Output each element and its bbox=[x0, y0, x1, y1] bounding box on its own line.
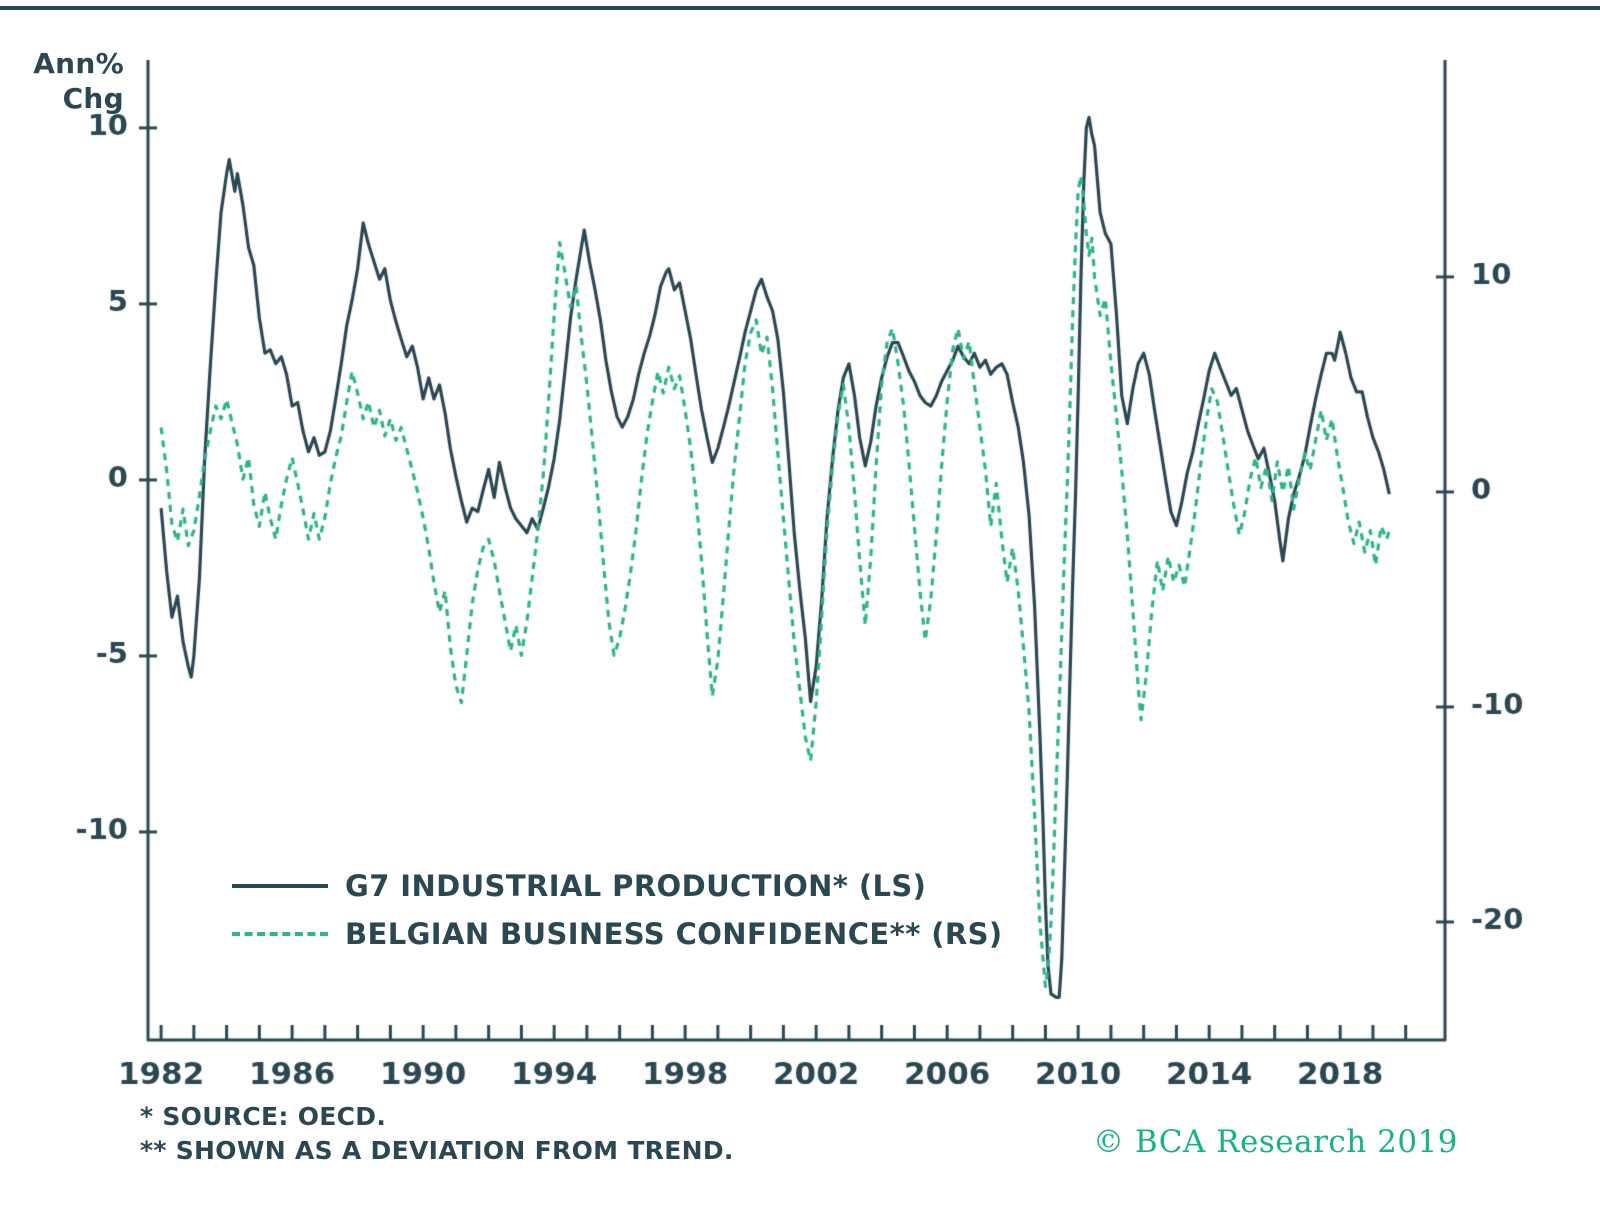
footnote-deviation: ** SHOWN AS A DEVIATION FROM TREND. bbox=[140, 1136, 734, 1165]
g7-solid-line-swatch bbox=[232, 884, 328, 888]
left-axis-title-line2: Chg bbox=[62, 82, 124, 115]
legend-label-g7: G7 INDUSTRIAL PRODUCTION* (LS) bbox=[345, 869, 927, 903]
left-axis-title: Ann% Chg bbox=[26, 46, 124, 116]
legend-item-belgian: BELGIAN BUSINESS CONFIDENCE** (RS) bbox=[232, 914, 1003, 954]
legend: G7 INDUSTRIAL PRODUCTION* (LS) BELGIAN B… bbox=[232, 866, 1003, 954]
footnotes: * SOURCE: OECD. ** SHOWN AS A DEVIATION … bbox=[140, 1100, 734, 1168]
belgian-dashed-line-swatch bbox=[232, 932, 328, 936]
legend-label-belgian: BELGIAN BUSINESS CONFIDENCE** (RS) bbox=[345, 917, 1003, 951]
copyright: © BCA Research 2019 bbox=[1093, 1124, 1458, 1160]
legend-item-g7: G7 INDUSTRIAL PRODUCTION* (LS) bbox=[232, 866, 1003, 906]
left-axis-title-line1: Ann% bbox=[33, 47, 124, 80]
footnote-source: * SOURCE: OECD. bbox=[140, 1102, 387, 1131]
